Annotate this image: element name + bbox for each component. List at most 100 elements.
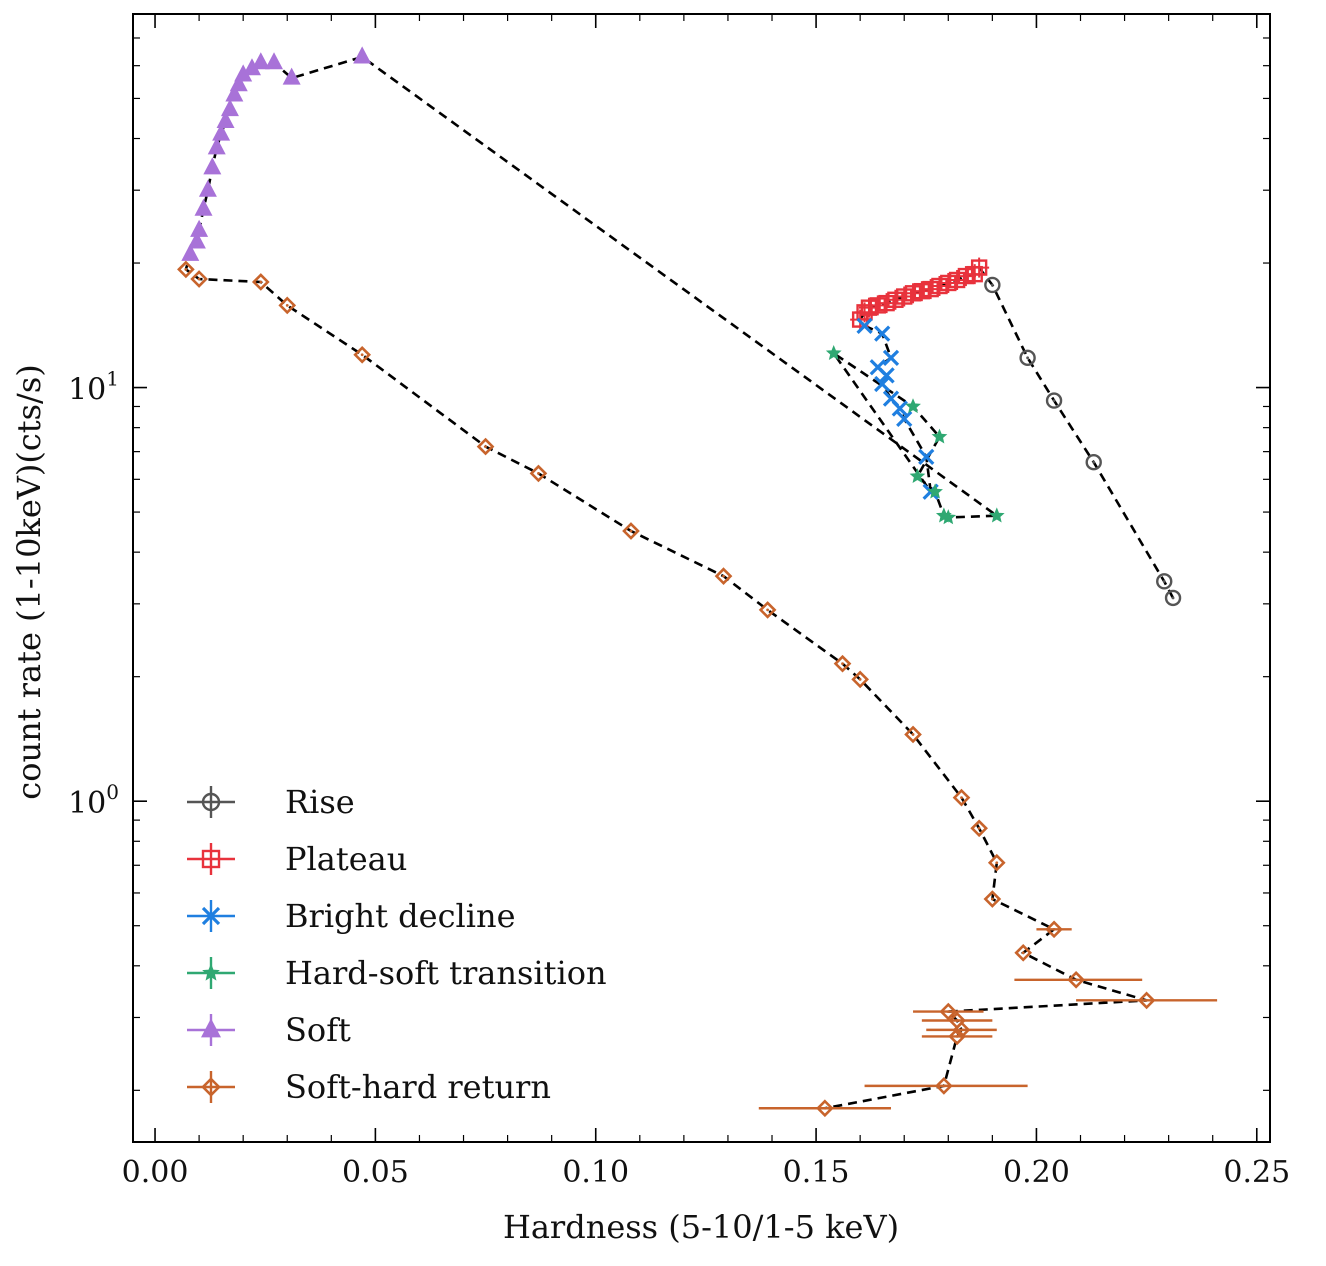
data-point-dot [1145, 998, 1149, 1002]
data-point-shape [833, 654, 852, 673]
data-point [203, 157, 222, 175]
data-point-shape [1137, 991, 1156, 1010]
data-point-dot [977, 826, 981, 830]
data-point [251, 52, 270, 70]
data-point [476, 437, 495, 456]
data-point-dot [722, 574, 725, 578]
data-layer [177, 46, 1218, 1118]
legend-marker-dot [209, 800, 213, 804]
data-point [529, 464, 548, 483]
data-point-shape [874, 325, 891, 342]
data-point-shape [207, 137, 226, 155]
data-point [858, 297, 879, 318]
data-point-shape [187, 231, 206, 249]
data-point [1014, 943, 1033, 962]
data-point-dot [766, 608, 770, 612]
data-point-shape [931, 428, 948, 444]
legend-marker-shape [201, 1077, 221, 1097]
x-tick-label: 0.05 [342, 1155, 409, 1190]
data-point [242, 58, 261, 76]
x-tick-label: 0.15 [783, 1155, 850, 1190]
data-point-shape [918, 448, 935, 465]
data-point [1045, 920, 1063, 939]
data-point-shape [190, 219, 209, 237]
data-point [190, 270, 208, 288]
data-point-shape [476, 437, 495, 456]
legend-marker-shape [201, 1018, 221, 1038]
data-point-shape [891, 400, 908, 417]
data-point-shape [939, 1002, 958, 1021]
legend-label: Plateau [285, 840, 407, 878]
data-point [970, 819, 988, 838]
data-point [948, 1027, 966, 1046]
data-point-shape [181, 243, 200, 261]
data-point-dot [1171, 596, 1175, 600]
data-point-dot [1074, 978, 1078, 982]
data-point [181, 243, 200, 261]
data-point-dot [1052, 399, 1056, 402]
legend-marker-shape [201, 906, 221, 926]
data-point [931, 428, 948, 444]
data-point-dot [990, 897, 994, 901]
legend-entry-soft: Soft [187, 1011, 351, 1049]
data-point-shape [882, 349, 900, 366]
data-point-shape [529, 464, 548, 483]
series-soft-hard-return [177, 260, 1218, 1118]
data-point-shape [952, 788, 971, 807]
data-point-shape [896, 410, 913, 428]
data-point-dot [960, 796, 963, 800]
data-point [885, 289, 906, 310]
data-point [758, 601, 777, 619]
data-point [874, 375, 891, 393]
data-point-shape [851, 670, 869, 689]
data-point-shape [1164, 589, 1182, 607]
data-point-dot [1026, 356, 1030, 360]
legend-marker [201, 906, 221, 926]
data-point [1085, 453, 1102, 471]
data-point [874, 325, 891, 342]
legend-marker [201, 1018, 221, 1038]
data-point-dot [629, 529, 633, 533]
data-point [265, 52, 284, 70]
data-point-shape [1067, 970, 1085, 989]
data-point-shape [216, 110, 235, 128]
data-point-dot [995, 861, 999, 865]
data-point [833, 654, 852, 673]
data-point-dot [955, 1019, 959, 1022]
data-point-shape [282, 67, 301, 85]
data-point [851, 670, 869, 689]
data-point-shape [203, 157, 222, 175]
data-point-shape [825, 344, 842, 361]
data-point-shape [935, 1077, 953, 1095]
data-point-shape [758, 601, 777, 619]
data-point-shape [198, 179, 217, 197]
data-point-dot [1052, 927, 1056, 931]
data-point-shape [1156, 573, 1173, 590]
data-point [1045, 392, 1063, 409]
legend-entry-hard-soft-transition: Hard-soft transition [187, 954, 607, 992]
data-point [190, 219, 209, 237]
connecting-line [184, 55, 1175, 1110]
data-point-dot [823, 1106, 827, 1110]
data-point-shape [816, 1099, 834, 1118]
series-soft [181, 46, 372, 261]
data-point-shape [983, 890, 1002, 908]
data-point-dot [1162, 579, 1166, 583]
data-point [988, 507, 1005, 523]
data-point [904, 725, 922, 744]
data-point [952, 788, 971, 807]
data-point [984, 276, 1001, 294]
data-point-shape [251, 52, 270, 70]
legend-marker [202, 963, 220, 981]
data-point [911, 281, 932, 302]
data-point [714, 567, 733, 585]
data-point-dot [841, 662, 844, 666]
data-point-shape [905, 398, 921, 414]
data-point [964, 264, 985, 285]
data-point-shape [1014, 943, 1033, 962]
data-point-shape [927, 483, 943, 499]
legend-entry-plateau: Plateau [187, 840, 407, 878]
data-point [353, 345, 372, 364]
x-tick-label: 0.25 [1223, 1155, 1290, 1190]
